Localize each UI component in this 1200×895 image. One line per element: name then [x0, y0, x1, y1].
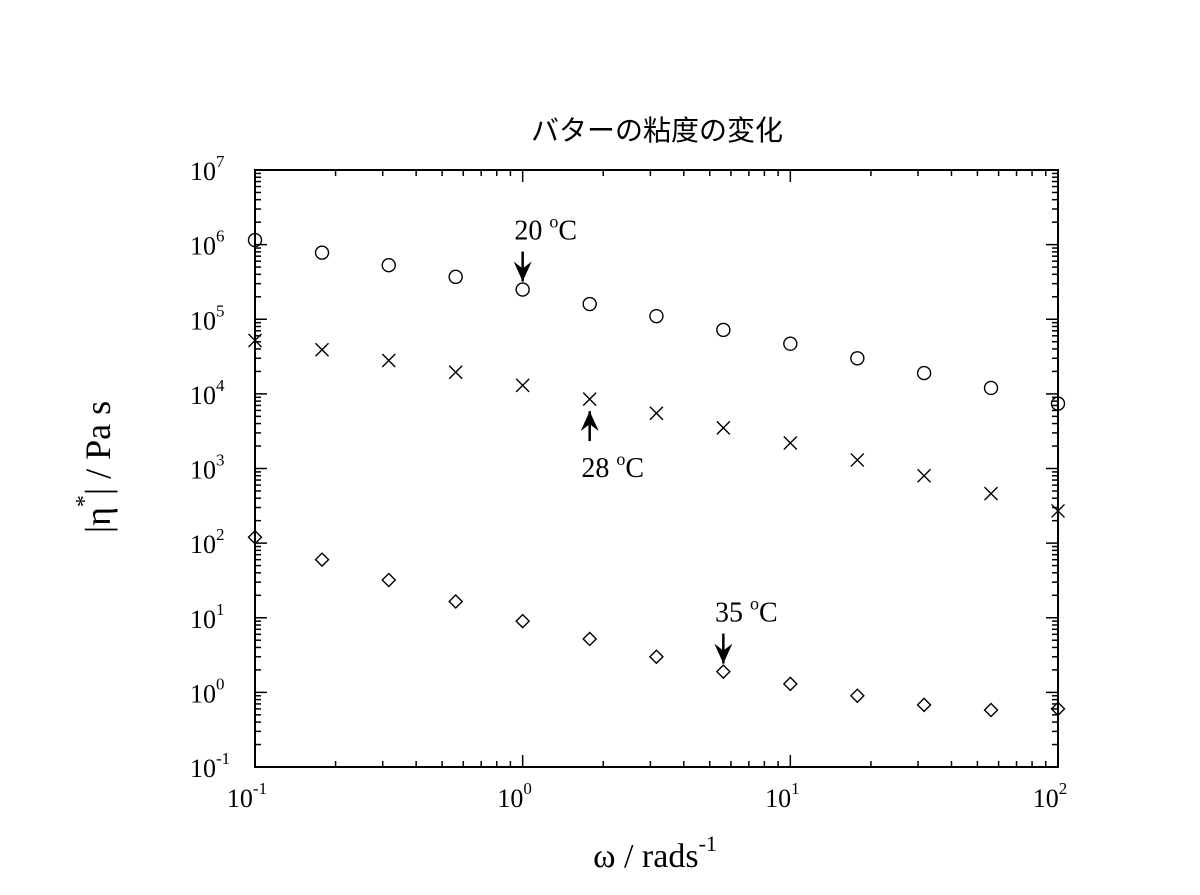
cross-marker: [649, 406, 664, 421]
cross-marker: [1051, 503, 1065, 518]
annotation-label: 28 oC: [581, 449, 644, 484]
cross-marker: [582, 392, 597, 407]
y-tick-label: 100: [190, 674, 225, 708]
diamond-marker: [381, 572, 397, 588]
cross-marker: [984, 486, 999, 501]
circle-marker: [448, 269, 463, 285]
circle-marker: [916, 365, 932, 381]
x-axis-label: ω / rads-1: [593, 831, 717, 875]
y-tick-label: 104: [190, 376, 225, 410]
cross-marker: [515, 378, 530, 393]
circle-marker: [515, 282, 530, 297]
y-tick-label: 106: [190, 227, 225, 261]
y-tick-label: 103: [190, 451, 225, 485]
circle-marker: [983, 380, 999, 396]
cross-marker: [381, 353, 396, 368]
annotation-arrow-head: [513, 261, 532, 282]
diamond-marker: [314, 552, 330, 568]
x-tick-label: 101: [765, 779, 800, 813]
diamond-marker: [648, 649, 664, 665]
cross-marker: [448, 365, 463, 380]
annotation-arrow-head: [714, 643, 733, 664]
cross-marker: [315, 342, 330, 357]
y-tick-label: 101: [190, 600, 225, 634]
cross-marker: [716, 420, 731, 435]
temperature-annotation: 35 oC: [714, 594, 778, 664]
plot-frame: [254, 169, 1059, 768]
y-tick-label: 10-1: [190, 749, 230, 783]
circle-marker: [381, 258, 396, 273]
annotation-arrow-head: [580, 411, 599, 432]
tick-labels: 10-1 100 101 102 10-1 100 101 102 103 104 105 106 10…: [190, 152, 1067, 813]
temperature-annotation: 20 oC: [513, 212, 577, 282]
y-axis-label: |η*| / Pa s: [72, 401, 118, 533]
circle-marker: [247, 232, 263, 248]
y-tick-label: 102: [190, 525, 225, 559]
circle-marker: [783, 336, 798, 351]
diamond-marker: [782, 676, 798, 692]
circle-marker: [716, 322, 731, 338]
x-tick-label: 100: [497, 779, 532, 813]
x-axis-label-base: ω / rads: [593, 838, 698, 875]
y-tick-label: 105: [190, 301, 225, 335]
diamond-marker: [849, 688, 865, 704]
temperature-annotation: 28 oC: [580, 411, 644, 484]
diamond-marker: [582, 631, 598, 647]
y-axis-label-sup: *: [72, 495, 98, 507]
diamond-marker: [515, 613, 531, 629]
diamond-marker: [983, 702, 999, 718]
x-tick-label: 10-1: [227, 779, 267, 813]
diamond-marker: [247, 529, 263, 545]
axis-ticks: [254, 169, 1059, 768]
diamond-marker: [916, 697, 932, 713]
circle-marker: [314, 245, 330, 260]
chart-title: バターの粘度の変化: [531, 114, 783, 147]
diamond-marker: [715, 664, 731, 680]
cross-marker: [917, 468, 932, 483]
x-axis-label-sup: -1: [699, 831, 717, 856]
y-axis-label-post: | / Pa s: [78, 401, 118, 495]
circle-marker: [582, 296, 597, 312]
x-tick-label: 102: [1033, 779, 1068, 813]
y-tick-label: 107: [190, 152, 225, 186]
annotation-label: 35 oC: [715, 594, 778, 629]
circle-marker: [850, 351, 865, 366]
circle-marker: [649, 308, 664, 324]
data-markers: [247, 232, 1066, 718]
plot-area: [254, 169, 1059, 768]
cross-marker: [783, 435, 798, 450]
cross-marker: [850, 453, 865, 467]
diamond-marker: [1050, 701, 1066, 717]
y-axis-label-pre: |η: [78, 507, 118, 533]
circle-marker: [1050, 396, 1066, 411]
annotation-label: 20 oC: [514, 212, 577, 247]
annotations: 20 oC 28 oC 35 oC: [513, 212, 778, 664]
diamond-marker: [448, 594, 464, 610]
cross-marker: [248, 333, 262, 348]
